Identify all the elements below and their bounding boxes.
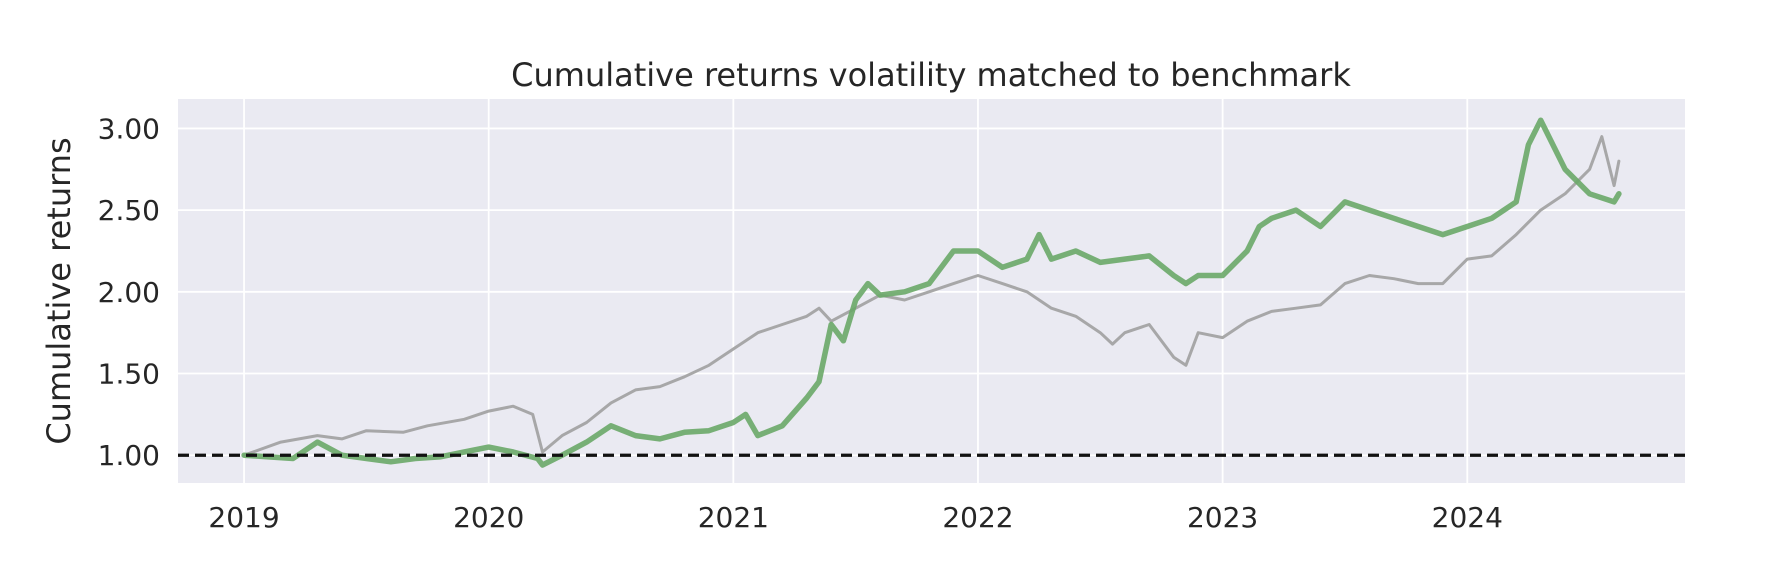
x-tick-label-2021: 2021: [698, 501, 769, 534]
x-tick-label-2022: 2022: [942, 501, 1013, 534]
y-tick-label-3.00: 3.00: [98, 112, 160, 145]
y-tick-label-1.00: 1.00: [98, 439, 160, 472]
x-tick-label-2024: 2024: [1432, 501, 1503, 534]
x-tick-label-2023: 2023: [1187, 501, 1258, 534]
y-tick-label-2.00: 2.00: [98, 276, 160, 309]
chart-title: Cumulative returns volatility matched to…: [511, 56, 1351, 94]
series-layer: [241, 117, 1622, 468]
series-line-strategy: [241, 117, 1622, 468]
y-tick-labels: 1.00 1.50 2.00 2.50 3.00: [98, 112, 160, 472]
y-tick-label-2.50: 2.50: [98, 194, 160, 227]
series-line-benchmark: [242, 135, 1621, 457]
x-tick-label-2019: 2019: [208, 501, 279, 534]
x-tick-labels: 2019 2020 2021 2022 2023 2024: [208, 501, 1502, 534]
x-tick-label-2020: 2020: [453, 501, 524, 534]
y-tick-label-1.50: 1.50: [98, 358, 160, 391]
grid: [178, 99, 1685, 483]
y-axis-label: Cumulative returns: [40, 137, 78, 444]
